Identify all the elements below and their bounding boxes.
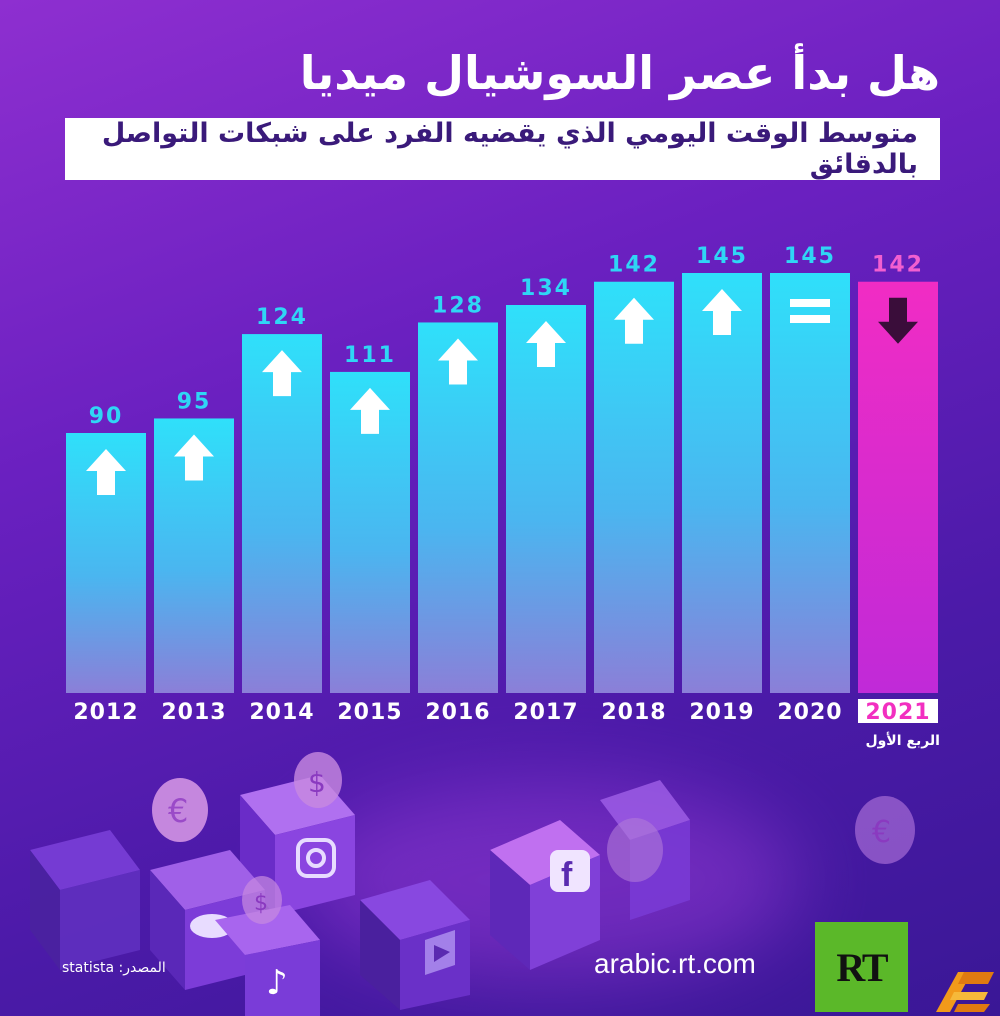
equal-icon: [790, 315, 830, 323]
coin-icon: [607, 818, 663, 882]
tick-label: 2020: [777, 700, 842, 725]
bar: [506, 305, 586, 693]
tick-label: 2013: [161, 700, 226, 725]
chart-subtitle: متوسط الوقت اليومي الذي يقضيه الفرد على …: [101, 118, 918, 180]
ab-logo: [936, 972, 994, 1012]
bar: [858, 281, 938, 693]
cube-left: [30, 830, 140, 970]
rt-logo-text: RT: [836, 944, 888, 990]
tick-label: 2017: [513, 700, 578, 725]
social-media-decoration: ♪ f € $ $ €: [30, 752, 915, 1016]
facebook-icon: f: [561, 856, 573, 894]
arrow-up-icon: [438, 338, 478, 385]
source-label: المصدر: statista: [62, 960, 166, 976]
bar: [682, 273, 762, 693]
data-label: 142: [608, 253, 660, 278]
dollar-coin-icon: $: [294, 752, 342, 808]
cube-tiktok: ♪: [215, 905, 320, 1016]
tick-label: 2021: [865, 700, 930, 725]
data-label: 111: [344, 343, 396, 368]
subtitle-box: متوسط الوقت اليومي الذي يقضيه الفرد على …: [65, 118, 940, 180]
arrow-up-icon: [614, 297, 654, 344]
arrow-up-icon: [262, 350, 302, 397]
bar: [770, 273, 850, 693]
tick-label: 2018: [601, 700, 666, 725]
rt-logo: RT: [815, 922, 908, 1012]
arrow-up-icon: [174, 434, 214, 481]
year-highlight-box: [858, 699, 938, 723]
data-label: 124: [256, 305, 308, 330]
bar: [594, 281, 674, 693]
data-label: 134: [520, 276, 572, 301]
tick-label: 2019: [689, 700, 754, 725]
tick-label: 2015: [337, 700, 402, 725]
dollar-coin-icon: $: [242, 876, 282, 924]
svg-text:€: €: [872, 815, 891, 850]
svg-text:$: $: [254, 891, 268, 916]
data-label: 145: [784, 244, 836, 269]
arrow-down-icon: [878, 297, 918, 344]
quarter-note: الربع الأول: [865, 733, 940, 749]
tiktok-icon: ♪: [266, 963, 288, 1003]
tick-label: 2012: [73, 700, 138, 725]
arrow-up-icon: [702, 289, 742, 335]
svg-text:$: $: [308, 766, 326, 799]
data-label: 128: [432, 293, 484, 318]
data-label: 95: [177, 389, 212, 414]
arrow-up-icon: [350, 387, 390, 434]
site-url[interactable]: arabic.rt.com: [594, 948, 756, 979]
euro-coin-icon: €: [152, 778, 208, 842]
svg-text:€: €: [168, 792, 188, 830]
tick-label: 2016: [425, 700, 490, 725]
equal-icon: [790, 299, 830, 307]
cube-facebook: f: [490, 820, 600, 970]
instagram-icon: [296, 838, 336, 878]
euro-coin-icon: €: [855, 796, 915, 864]
bar-chart: 90 2012 95 2013 124 2014 111 2015 128 2016 134 2017…: [66, 244, 938, 725]
data-label: 90: [89, 404, 124, 429]
cube-youtube: [360, 880, 470, 1010]
youtube-icon: [434, 945, 450, 962]
tick-label: 2014: [249, 700, 314, 725]
data-label: 142: [872, 253, 924, 278]
data-label: 145: [696, 244, 748, 269]
arrow-up-icon: [86, 449, 126, 495]
arrow-up-icon: [526, 321, 566, 367]
